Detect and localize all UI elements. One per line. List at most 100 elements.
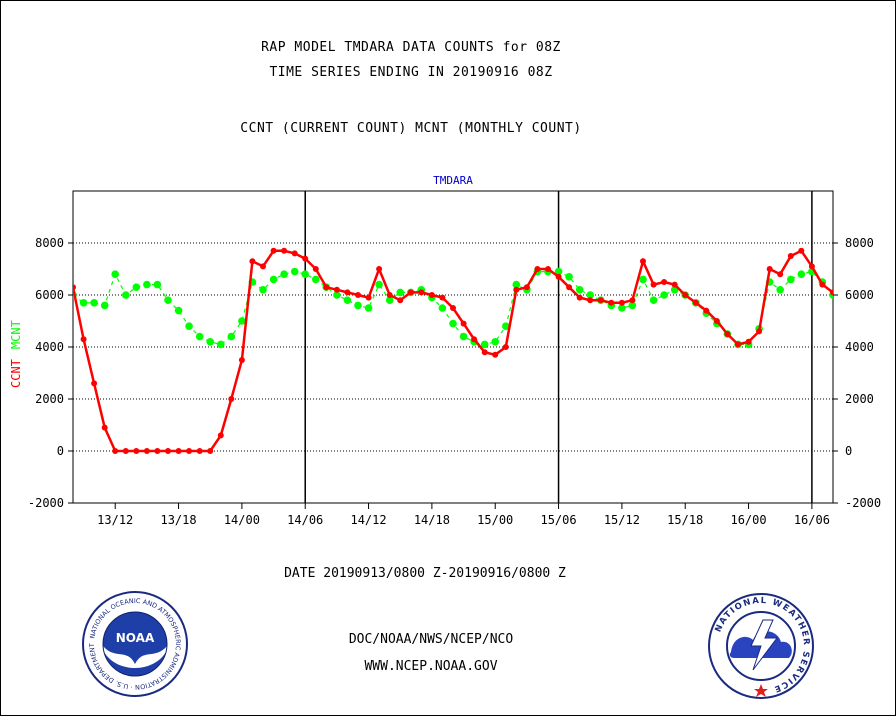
mcnt-point	[575, 286, 584, 294]
ccnt-point	[545, 266, 551, 272]
ccnt-point	[481, 349, 488, 356]
ccnt-point	[703, 307, 710, 314]
mcnt-point	[174, 306, 183, 315]
mcnt-point	[660, 291, 668, 299]
x-tick-label: 15/06	[540, 513, 576, 527]
ccnt-point	[640, 258, 646, 265]
mcnt-point	[449, 319, 457, 328]
ccnt-point	[238, 357, 245, 363]
y-tick-label-right: 0	[845, 444, 852, 458]
ccnt-point	[386, 292, 393, 298]
noaa-logo: NATIONAL OCEANIC AND ATMOSPHERIC ADMINIS…	[81, 590, 188, 697]
ccnt-point	[376, 266, 383, 272]
ccnt-point	[576, 294, 583, 301]
ccnt-point	[629, 297, 636, 304]
ccnt-point	[428, 292, 435, 298]
x-tick-label: 14/00	[224, 513, 260, 527]
ccnt-point	[143, 448, 150, 454]
ccnt-point	[418, 289, 425, 296]
chart-title-line2: TIME SERIES ENDING IN 20190916 08Z	[269, 65, 553, 80]
ccnt-point	[302, 255, 309, 262]
ccnt-point	[661, 279, 668, 285]
ccnt-point	[618, 299, 625, 306]
mcnt-point	[628, 301, 637, 310]
mcnt-point	[797, 270, 806, 279]
ccnt-point	[260, 263, 266, 270]
ccnt-point	[312, 266, 319, 272]
ccnt-point	[756, 328, 763, 335]
ccnt-point	[450, 305, 456, 311]
ccnt-point	[333, 286, 340, 293]
ccnt-point	[777, 271, 784, 278]
mcnt-point	[364, 304, 373, 312]
x-tick-label: 13/12	[97, 513, 133, 527]
y-tick-label-left: 6000	[35, 288, 64, 302]
x-tick-label: 14/06	[287, 513, 323, 527]
y-tick-label-right: 8000	[845, 236, 874, 250]
y-tick-label-left: 0	[57, 444, 64, 458]
ccnt-point	[735, 341, 741, 348]
ccnt-point	[175, 448, 182, 454]
ccnt-point	[787, 253, 794, 259]
ccnt-point	[217, 432, 224, 439]
credit-url[interactable]: WWW.NCEP.NOAA.GOV	[364, 659, 498, 674]
y-tick-label-left: 8000	[35, 236, 64, 250]
mcnt-point	[259, 286, 267, 294]
ccnt-point	[165, 448, 171, 454]
mcnt-point	[90, 299, 98, 307]
mcnt-point	[238, 317, 246, 325]
mcnt-point	[565, 273, 573, 281]
mcnt-point	[206, 338, 214, 346]
ccnt-point	[344, 289, 351, 296]
x-tick-label: 15/18	[667, 513, 703, 527]
y-axis-label: CCNT MCNT	[9, 320, 23, 388]
credit-org: DOC/NOAA/NWS/NCEP/NCO	[348, 632, 514, 647]
ccnt-point	[513, 286, 520, 293]
mcnt-point	[79, 299, 88, 307]
ccnt-point	[80, 336, 87, 343]
ccnt-point	[471, 336, 478, 343]
mcnt-point	[776, 286, 784, 294]
ccnt-point	[196, 448, 203, 454]
noaa-center-text: NOAA	[116, 631, 155, 645]
x-tick-label: 16/00	[730, 513, 766, 527]
ccnt-point	[355, 292, 361, 298]
ccnt-point	[830, 289, 833, 296]
mcnt-point	[385, 296, 394, 305]
ccnt-point	[534, 266, 541, 272]
mcnt-point	[153, 280, 162, 289]
x-tick-label: 13/18	[160, 513, 196, 527]
y-tick-label-right: 4000	[845, 340, 874, 354]
mcnt-point	[512, 280, 521, 289]
mcnt-point	[122, 291, 130, 299]
plot-title: TMDARA	[433, 174, 473, 187]
mcnt-point	[639, 275, 647, 284]
mcnt-point	[269, 275, 278, 284]
ccnt-point	[207, 448, 214, 454]
ccnt-point	[597, 297, 604, 304]
mcnt-point	[333, 291, 341, 299]
mcnt-point	[280, 270, 288, 279]
mcnt-point	[396, 288, 405, 297]
ccnt-point	[650, 281, 657, 288]
ccnt-point	[228, 396, 235, 402]
mcnt-point	[111, 270, 119, 279]
mcnt-point	[343, 296, 352, 305]
ccnt-point	[133, 448, 140, 454]
mcnt-point	[217, 340, 225, 349]
ccnt-point	[682, 292, 689, 298]
y-axis-label-mcnt: MCNT	[9, 320, 23, 349]
mcnt-point	[787, 275, 795, 284]
mcnt-point	[195, 332, 204, 341]
mcnt-point	[354, 301, 362, 310]
x-tick-label: 16/06	[794, 513, 830, 527]
mcnt-point	[502, 322, 510, 331]
ccnt-point	[112, 448, 119, 454]
y-tick-label-right: 2000	[845, 392, 874, 406]
x-tick-label: 14/18	[414, 513, 450, 527]
ccnt-point	[819, 281, 826, 288]
ccnt-point	[555, 273, 562, 280]
y-tick-label-left: -2000	[28, 496, 64, 510]
chart-title-line1: RAP MODEL TMDARA DATA COUNTS for 08Z	[261, 40, 561, 55]
